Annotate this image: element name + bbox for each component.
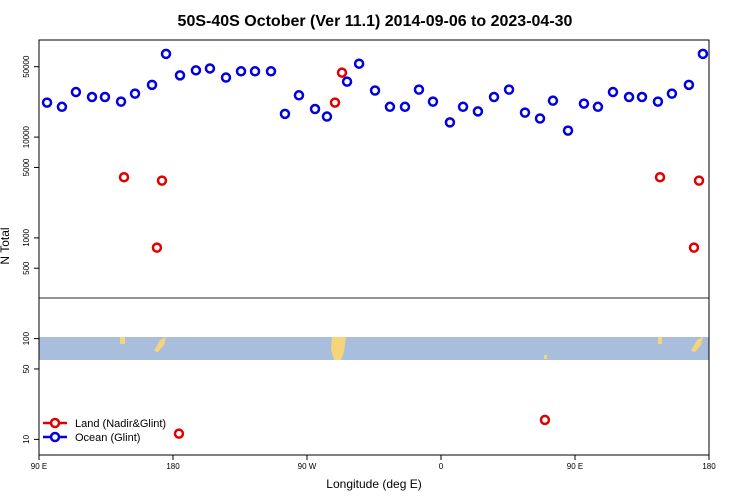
x-tick-label: 90 E xyxy=(567,462,583,471)
chart-title: 50S-40S October (Ver 11.1) 2014-09-06 to… xyxy=(178,13,573,30)
point xyxy=(652,96,664,107)
point xyxy=(41,97,53,108)
legend-label: Ocean (Glint) xyxy=(75,432,140,444)
point xyxy=(70,86,82,98)
point xyxy=(547,95,559,106)
point xyxy=(636,91,648,103)
point xyxy=(539,414,551,426)
x-tick-label: 180 xyxy=(166,462,180,471)
point xyxy=(683,79,695,91)
y-tick-label: 1000 xyxy=(22,228,31,246)
point xyxy=(697,48,709,60)
x-tick-label: 0 xyxy=(439,462,444,471)
point xyxy=(204,63,216,74)
point xyxy=(592,101,604,113)
y-tick-label: 10000 xyxy=(22,125,31,148)
point xyxy=(488,91,500,103)
x-tick-label: 180 xyxy=(702,462,716,471)
point xyxy=(249,66,261,77)
point xyxy=(56,101,68,113)
y-tick-label: 100 xyxy=(22,331,31,345)
point xyxy=(607,86,619,98)
point xyxy=(341,76,353,87)
legend-marker xyxy=(49,431,61,443)
plot-frame xyxy=(38,39,710,456)
legend-label: Land (Nadir&Glint) xyxy=(75,418,166,430)
point xyxy=(472,106,484,117)
point xyxy=(384,101,396,113)
y-tick-label: 50000 xyxy=(22,55,31,78)
point xyxy=(444,117,456,128)
point xyxy=(369,85,381,96)
point xyxy=(160,48,172,60)
point xyxy=(129,88,141,99)
y-tick-label: 5000 xyxy=(22,158,31,176)
point xyxy=(503,84,515,95)
point xyxy=(115,96,127,107)
point xyxy=(99,91,111,103)
point xyxy=(293,90,305,101)
point xyxy=(666,88,678,99)
point xyxy=(173,428,185,439)
point xyxy=(151,242,163,253)
point xyxy=(156,175,168,186)
point xyxy=(86,91,98,103)
point xyxy=(578,98,590,109)
x-tick-label: 90 E xyxy=(31,462,47,471)
point xyxy=(623,91,635,103)
point xyxy=(321,111,333,122)
x-axis-label: Longitude (deg E) xyxy=(326,477,421,491)
point xyxy=(146,79,158,91)
point xyxy=(654,171,666,183)
point xyxy=(353,58,365,69)
point xyxy=(562,125,574,136)
y-axis-label: N Total xyxy=(0,227,12,264)
point xyxy=(693,175,705,186)
legend-marker xyxy=(49,417,61,429)
point xyxy=(427,96,439,107)
point xyxy=(519,107,531,118)
point xyxy=(336,67,348,78)
point xyxy=(174,70,186,81)
point xyxy=(413,84,425,95)
x-tick-label: 90 W xyxy=(298,462,317,471)
point xyxy=(457,101,469,113)
land-shapes xyxy=(120,337,703,360)
point xyxy=(190,65,202,76)
y-tick-label: 500 xyxy=(22,261,31,275)
point xyxy=(118,171,130,183)
point xyxy=(265,66,277,77)
point xyxy=(329,97,341,108)
point xyxy=(279,108,291,120)
point xyxy=(309,103,321,115)
map-strip xyxy=(39,337,709,360)
point xyxy=(399,101,411,113)
point xyxy=(235,66,247,77)
point xyxy=(220,72,232,83)
point xyxy=(688,242,700,253)
y-tick-label: 10 xyxy=(22,434,31,443)
point xyxy=(534,113,546,124)
y-tick-label: 50 xyxy=(22,364,31,373)
